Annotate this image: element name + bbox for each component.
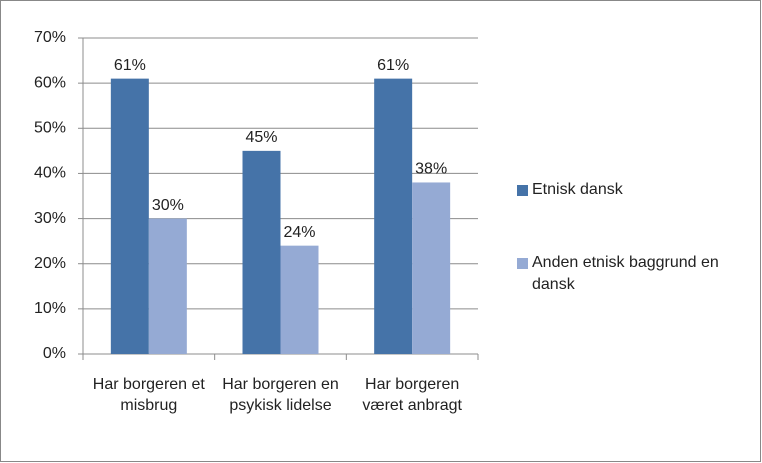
bar bbox=[110, 78, 149, 354]
value-label: 45% bbox=[245, 129, 277, 146]
bar bbox=[374, 78, 413, 354]
value-label: 38% bbox=[415, 161, 447, 178]
legend-label: Anden etnisk baggrund en dansk bbox=[532, 254, 719, 293]
value-label: 30% bbox=[152, 197, 184, 214]
x-tick-label: Har borgeren en psykisk lidelse bbox=[222, 376, 339, 414]
y-tick-label: 40% bbox=[34, 165, 66, 182]
legend-label: Etnisk dansk bbox=[532, 181, 623, 198]
value-label: 61% bbox=[114, 57, 146, 74]
bar bbox=[280, 245, 319, 354]
y-tick-label: 30% bbox=[34, 210, 66, 227]
legend-swatch bbox=[517, 185, 528, 196]
y-tick-label: 70% bbox=[34, 29, 66, 46]
value-label: 24% bbox=[283, 224, 315, 241]
bar bbox=[148, 218, 187, 354]
y-tick-label: 50% bbox=[34, 120, 66, 137]
value-label: 61% bbox=[377, 57, 409, 74]
legend-swatch bbox=[517, 258, 528, 269]
bar bbox=[242, 150, 281, 354]
y-tick-label: 0% bbox=[43, 345, 66, 362]
y-tick-label: 10% bbox=[34, 300, 66, 317]
bar bbox=[412, 182, 451, 354]
x-tick-label: Har borgeren et misbrug bbox=[92, 376, 205, 414]
x-tick-label: Har borgeren været anbragt bbox=[362, 376, 462, 414]
y-tick-label: 20% bbox=[34, 255, 66, 272]
y-tick-label: 60% bbox=[34, 74, 66, 91]
